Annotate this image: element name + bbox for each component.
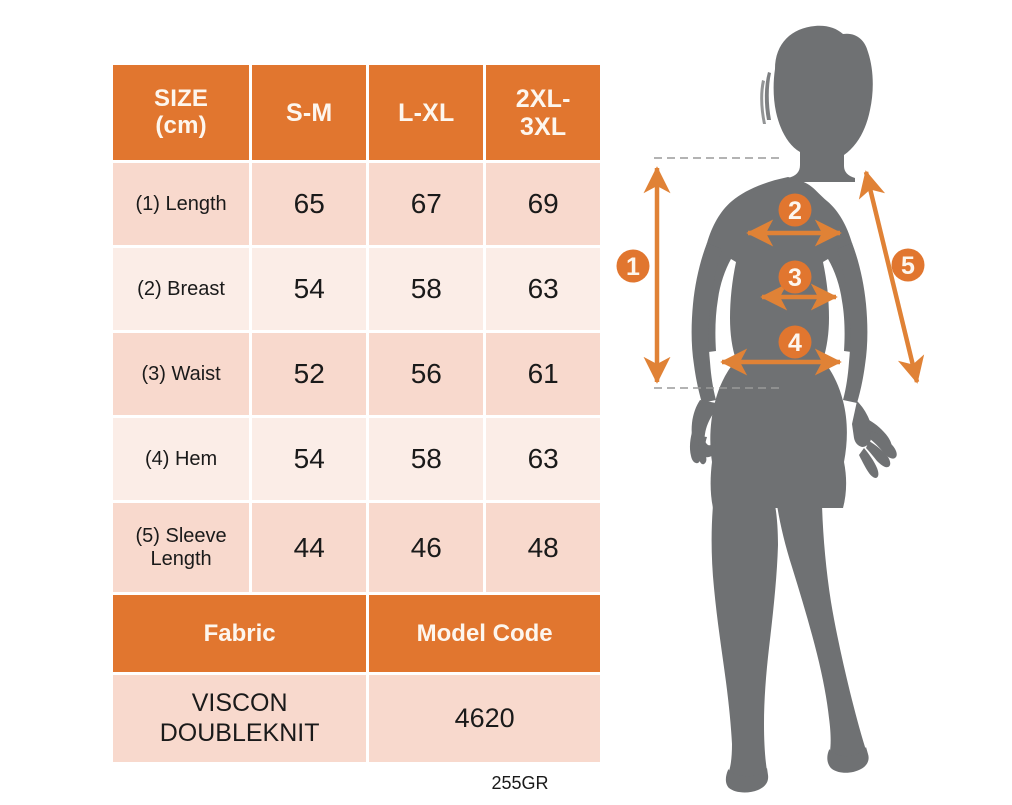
row-label-length: (1) Length (109, 160, 253, 248)
table-header-row: SIZE (cm) S-M L-XL 2XL- 3XL (109, 62, 603, 163)
badge-2-label: 2 (788, 197, 802, 225)
female-silhouette-icon (689, 25, 897, 793)
footer-header-fabric: Fabric (109, 592, 370, 675)
fabric-value-line1: VISCON (191, 689, 288, 717)
size-chart-table: SIZE (cm) S-M L-XL 2XL- 3XL (1) Length 6… (109, 62, 603, 765)
table-row: (2) Breast 54 58 63 (109, 245, 603, 333)
badge-1: 1 (616, 249, 650, 283)
cell-waist-lxl: 56 (366, 330, 487, 418)
badge-4-label: 4 (788, 329, 802, 357)
cell-sleeve-lxl: 46 (366, 500, 487, 595)
badge-2: 2 (778, 193, 812, 227)
table-row: (1) Length 65 67 69 (109, 160, 603, 248)
badge-3: 3 (778, 260, 812, 294)
cell-hem-lxl: 58 (366, 415, 487, 503)
badge-4: 4 (778, 325, 812, 359)
footer-header-model-code: Model Code (366, 592, 603, 675)
cell-length-lxl: 67 (366, 160, 487, 248)
row-label-breast: (2) Breast (109, 245, 253, 333)
row-label-waist: (3) Waist (109, 330, 253, 418)
cell-breast-sm: 54 (249, 245, 370, 333)
badge-5: 5 (891, 248, 925, 282)
fabric-weight-note: 255GR (491, 773, 549, 793)
row-label-sleeve-line1: (5) Sleeve (135, 524, 227, 547)
table-row: (3) Waist 52 56 61 (109, 330, 603, 418)
cell-length-sm: 65 (249, 160, 370, 248)
column-header-2xl-line2: 3XL (519, 112, 567, 141)
cell-length-2xl: 69 (483, 160, 603, 248)
column-header-size-line2: (cm) (155, 111, 207, 139)
column-header-sm: S-M (249, 62, 370, 163)
table-row: (4) Hem 54 58 63 (109, 415, 603, 503)
table-row: (5) Sleeve Length 44 46 48 (109, 500, 603, 595)
row-label-hem: (4) Hem (109, 415, 253, 503)
column-header-2xl-line1: 2XL- (515, 84, 571, 113)
table-footer-header-row: Fabric Model Code (109, 592, 603, 675)
badge-1-label: 1 (626, 253, 640, 281)
cell-waist-2xl: 61 (483, 330, 603, 418)
column-header-lxl: L-XL (366, 62, 487, 163)
measurements-table: SIZE (cm) S-M L-XL 2XL- 3XL (1) Length 6… (109, 62, 603, 765)
measure-arrow-sleeve-length (858, 170, 925, 384)
badge-5-label: 5 (901, 252, 915, 280)
footer-value-fabric: VISCON DOUBLEKNIT (109, 672, 370, 765)
cell-breast-lxl: 58 (366, 245, 487, 333)
cell-hem-sm: 54 (249, 415, 370, 503)
cell-breast-2xl: 63 (483, 245, 603, 333)
cell-waist-sm: 52 (249, 330, 370, 418)
column-header-size-line1: SIZE (154, 84, 209, 112)
column-header-size: SIZE (cm) (109, 62, 253, 163)
cell-hem-2xl: 63 (483, 415, 603, 503)
table-footer-value-row: VISCON DOUBLEKNIT 4620 (109, 672, 603, 765)
model-figure-diagram: 1 2 3 4 5 (612, 0, 1012, 805)
row-label-sleeve-line2: Length (150, 547, 212, 570)
row-label-sleeve-length: (5) Sleeve Length (109, 500, 253, 595)
footer-value-model-code: 4620 (366, 672, 603, 765)
badge-3-label: 3 (788, 264, 802, 292)
cell-sleeve-2xl: 48 (483, 500, 603, 595)
cell-sleeve-sm: 44 (249, 500, 370, 595)
fabric-value-line2: DOUBLEKNIT (159, 718, 320, 747)
column-header-2xl-3xl: 2XL- 3XL (483, 62, 603, 163)
